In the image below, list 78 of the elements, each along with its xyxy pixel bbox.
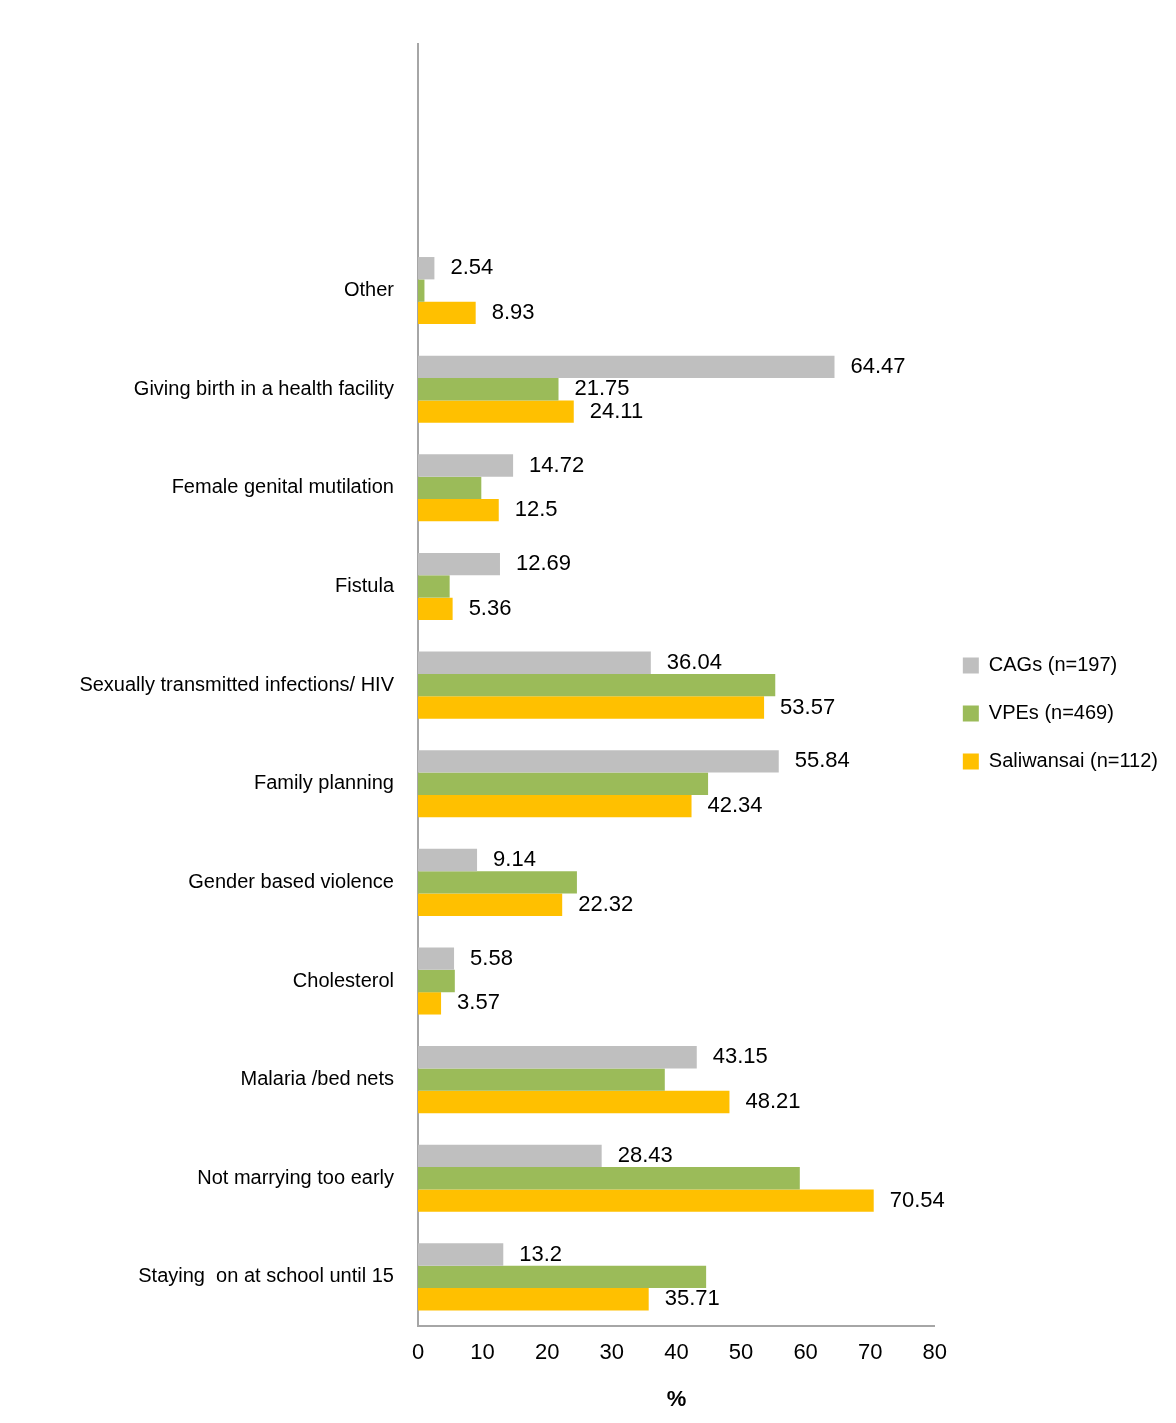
y-tick-label: Female genital mutilation (171, 475, 394, 498)
data-label: 3.57 (457, 989, 500, 1015)
bar (418, 476, 482, 500)
x-tick-label: 60 (793, 1339, 818, 1365)
data-label: 64.47 (850, 352, 906, 378)
y-tick-label: Sexually transmitted infections/ HIV (79, 672, 395, 695)
bar (418, 301, 476, 325)
data-label: 70.54 (889, 1186, 945, 1212)
data-label: 13.2 (519, 1240, 563, 1266)
data-label: 2.54 (450, 254, 494, 280)
bar (418, 794, 692, 818)
bar (418, 499, 499, 522)
bar (418, 1167, 800, 1190)
bar (418, 1243, 504, 1266)
bar (418, 673, 776, 697)
x-tick-label: 70 (857, 1339, 883, 1365)
bar (418, 871, 577, 894)
y-tick-label: Malaria /bed nets (240, 1067, 394, 1090)
x-tick-label: 80 (922, 1339, 948, 1365)
data-label: 8.93 (491, 299, 535, 324)
x-tick-label: 50 (728, 1339, 754, 1365)
bar (418, 696, 765, 719)
y-tick-label: Gender based violence (188, 869, 394, 892)
x-tick-label: 0 (411, 1339, 425, 1365)
bar (418, 279, 425, 302)
bar (418, 1265, 707, 1289)
bar (418, 1068, 665, 1091)
bar (418, 257, 435, 280)
x-tick-label: 10 (470, 1339, 495, 1365)
data-label: 43.15 (712, 1043, 768, 1069)
bar (418, 378, 559, 401)
x-tick-label: 20 (534, 1339, 560, 1365)
bar (418, 772, 709, 795)
data-label: 48.21 (745, 1088, 801, 1114)
bar (418, 400, 574, 423)
y-tick-label: Other (343, 278, 395, 301)
x-tick-label: 30 (599, 1339, 625, 1365)
x-axis-title: % (666, 1385, 687, 1411)
data-label: 14.72 (529, 451, 585, 477)
legend-label: VPEs (n=469) (988, 701, 1114, 724)
data-label: 12.5 (514, 496, 558, 522)
bar (418, 1288, 649, 1311)
y-tick-label: Cholesterol (292, 968, 394, 991)
data-label: 9.14 (493, 846, 536, 872)
data-label: 42.34 (707, 792, 763, 818)
y-tick-label: Family planning (253, 771, 394, 794)
data-label: 35.71 (664, 1285, 720, 1311)
data-label: 53.57 (780, 693, 836, 719)
bar (418, 992, 442, 1015)
legend-label: Saliwansai (n=112) (988, 749, 1158, 772)
bar (418, 552, 500, 576)
bar (418, 651, 651, 674)
y-tick-label: Not marrying too early (197, 1165, 394, 1188)
bar (418, 1189, 874, 1212)
data-label: 5.58 (470, 944, 513, 970)
data-label: 28.43 (617, 1141, 673, 1167)
bar (418, 575, 450, 598)
y-tick-label: Fistula (335, 573, 395, 596)
bar (418, 355, 835, 379)
bar (418, 597, 453, 620)
x-tick-label: 40 (664, 1339, 689, 1365)
bar (418, 454, 514, 477)
bar (418, 893, 563, 916)
data-label: 12.69 (515, 550, 572, 576)
data-label: 22.32 (578, 890, 634, 916)
bar (418, 750, 779, 773)
bar (418, 1046, 697, 1069)
legend-label: CAGs (n=197) (988, 653, 1118, 676)
bar (418, 848, 478, 872)
data-label: 55.84 (794, 747, 850, 773)
data-label: 36.04 (666, 648, 722, 674)
y-tick-label: Giving birth in a health facility (133, 376, 394, 399)
y-tick-label: Staying on at school until 15 (138, 1264, 394, 1287)
bar (418, 1144, 602, 1168)
data-label: 5.36 (468, 594, 512, 620)
bar (418, 947, 455, 970)
bar (418, 969, 455, 993)
bar (418, 1090, 730, 1114)
